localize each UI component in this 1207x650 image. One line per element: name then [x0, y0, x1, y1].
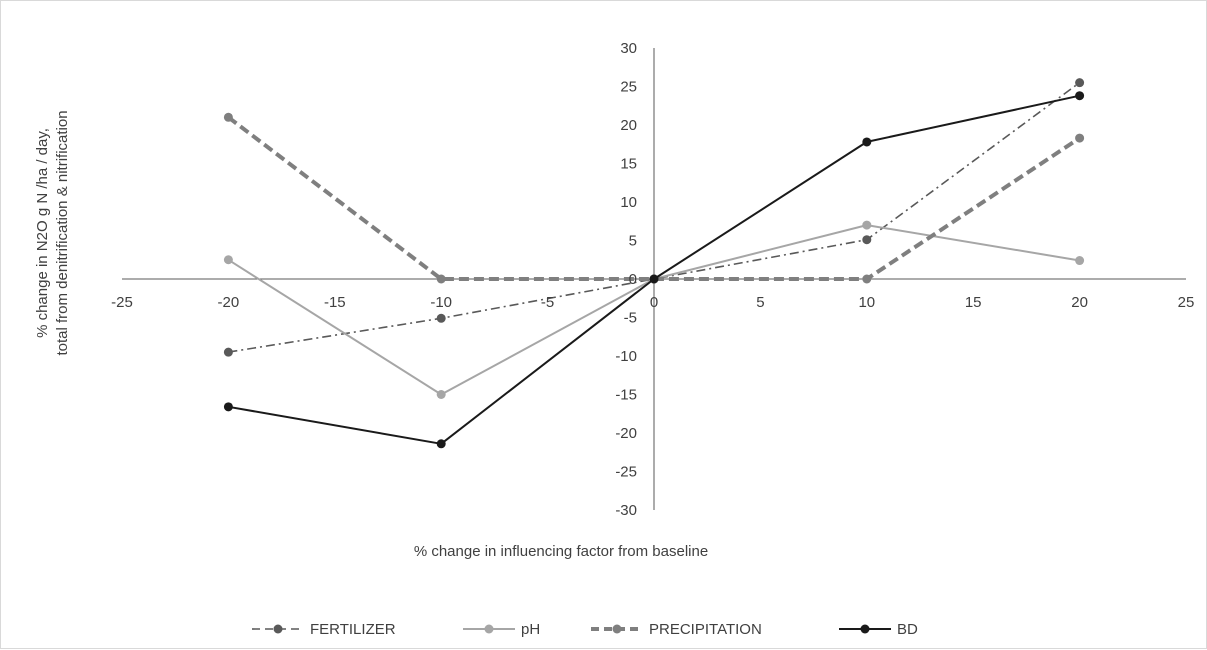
- data-point-precipitation: [223, 112, 233, 122]
- x-tick-label: 5: [756, 294, 764, 311]
- series-bd: [223, 91, 1085, 449]
- y-tick-label: -30: [615, 502, 637, 519]
- data-point-bd: [649, 274, 659, 284]
- x-tick-label: -25: [111, 294, 133, 311]
- legend-marker-ph: [484, 624, 494, 634]
- data-point-fertilizer: [1075, 78, 1085, 88]
- y-tick-label: 20: [620, 117, 637, 134]
- data-point-fertilizer: [436, 313, 446, 323]
- data-point-bd: [862, 137, 872, 147]
- data-point-precipitation: [436, 274, 446, 284]
- y-tick-label: 0: [629, 271, 637, 288]
- y-tick-label: 25: [620, 79, 637, 96]
- x-tick-label: -20: [218, 294, 240, 311]
- legend-item-fertilizer: FERTILIZER: [252, 621, 396, 638]
- y-axis-title-line-1: % change in N2O g N /ha / day,: [34, 128, 51, 338]
- x-tick-label: -15: [324, 294, 346, 311]
- data-point-bd: [436, 439, 446, 449]
- legend-marker-bd: [860, 624, 870, 634]
- y-axis-title-line-2: total from denitrification & nitrificati…: [54, 110, 71, 355]
- data-point-ph: [223, 255, 233, 265]
- data-point-precipitation: [1075, 133, 1085, 143]
- y-tick-label: 15: [620, 156, 637, 173]
- y-tick-label: -10: [615, 348, 637, 365]
- data-point-bd: [223, 402, 233, 412]
- x-tick-label: 10: [858, 294, 875, 311]
- data-point-ph: [862, 220, 872, 230]
- y-tick-label: 5: [629, 233, 637, 250]
- legend: FERTILIZER pH PRECIPITATION BD: [252, 621, 918, 638]
- legend-marker-fertilizer: [273, 624, 283, 634]
- y-tick-label: -5: [624, 310, 637, 327]
- x-tick-label: 25: [1178, 294, 1195, 311]
- x-tick-label: -10: [430, 294, 452, 311]
- legend-label-precipitation: PRECIPITATION: [649, 621, 762, 638]
- legend-item-bd: BD: [839, 621, 918, 638]
- legend-marker-precipitation: [612, 624, 622, 634]
- data-point-fertilizer: [862, 235, 872, 245]
- y-tick-label: -20: [615, 425, 637, 442]
- y-tick-label: -25: [615, 464, 637, 481]
- y-tick-label: 30: [620, 40, 637, 57]
- data-point-bd: [1075, 91, 1085, 101]
- x-tick-label: 20: [1071, 294, 1088, 311]
- legend-item-precipitation: PRECIPITATION: [591, 621, 762, 638]
- data-point-precipitation: [862, 274, 872, 284]
- y-tick-label: -15: [615, 387, 637, 404]
- x-tick-label: 0: [650, 294, 658, 311]
- x-tick-label: -5: [541, 294, 554, 311]
- y-tick-label: 10: [620, 194, 637, 211]
- data-point-ph: [1075, 256, 1085, 266]
- legend-item-ph: pH: [463, 621, 540, 638]
- x-axis-title: % change in influencing factor from base…: [414, 543, 708, 560]
- x-tick-label: 15: [965, 294, 982, 311]
- legend-label-bd: BD: [897, 621, 918, 638]
- data-point-ph: [436, 390, 446, 399]
- legend-label-fertilizer: FERTILIZER: [310, 621, 396, 638]
- legend-label-ph: pH: [521, 621, 540, 638]
- data-point-fertilizer: [223, 347, 233, 357]
